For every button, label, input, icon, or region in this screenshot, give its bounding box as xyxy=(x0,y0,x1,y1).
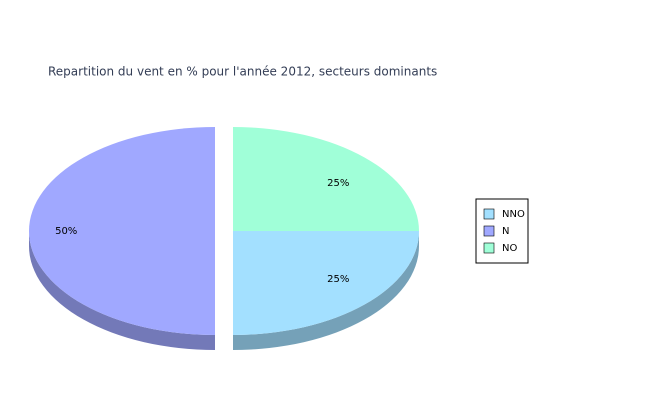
slice-side xyxy=(233,231,419,350)
value-label: 25% xyxy=(327,274,349,285)
value-label: 25% xyxy=(327,178,349,189)
slice xyxy=(233,127,419,231)
slice-side xyxy=(29,231,215,350)
legend-label: N xyxy=(502,226,509,237)
slice xyxy=(29,127,215,335)
legend-swatch xyxy=(483,225,495,237)
legend-label: NO xyxy=(502,243,517,254)
slice xyxy=(233,231,419,335)
legend-swatch xyxy=(483,208,495,220)
value-label: 50% xyxy=(55,226,77,237)
chart-title: Repartition du vent en % pour l'année 20… xyxy=(48,65,437,79)
legend-label: NNO xyxy=(502,209,525,220)
legend-swatch xyxy=(483,242,495,254)
